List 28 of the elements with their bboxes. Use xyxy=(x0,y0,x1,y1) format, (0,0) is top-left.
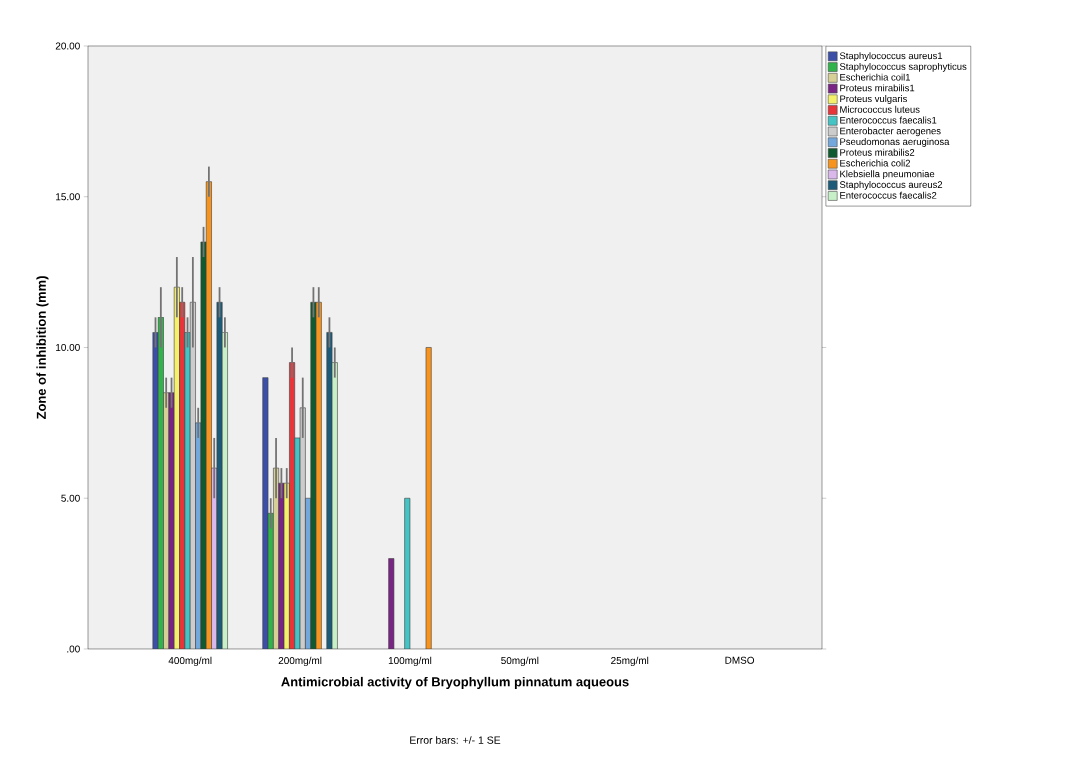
legend-label: Staphylococcus aureus2 xyxy=(839,181,943,190)
legend-label: Proteus vulgaris xyxy=(840,95,907,104)
x-tick-label: 50mg/ml xyxy=(501,656,539,667)
legend-label: Pseudomonas aeruginosa xyxy=(840,138,950,147)
legend-label: Enterobacter aerogenes xyxy=(840,127,941,137)
legend-label: Staphylococcus saprophyticus xyxy=(839,62,967,72)
x-tick-label: DMSO xyxy=(725,656,755,664)
y-tick-label: .00 xyxy=(67,645,80,653)
legend-label: Enterococcus faecalis2 xyxy=(840,191,937,199)
y-axis-title: Zone of inhibition (mm) xyxy=(36,276,49,420)
legend-label: Proteus mirabilis1 xyxy=(840,84,915,92)
legend-label: Micrococcus luteus xyxy=(840,105,920,113)
legend-label: Enterococcus faecalis1 xyxy=(840,116,937,124)
legend-label: Escherichia coil1 xyxy=(840,73,910,81)
x-tick-label: 25mg/ml xyxy=(611,656,649,667)
x-tick-label: 100mg/ml xyxy=(388,656,432,667)
x-tick-label: 200mg/ml xyxy=(278,656,322,667)
y-tick-label: 10.00 xyxy=(56,343,80,352)
y-tick-label: 5.00 xyxy=(61,494,80,502)
legend-label: Staphylococcus aureus1 xyxy=(839,52,943,61)
y-tick-label: 15.00 xyxy=(56,193,80,201)
x-axis-title: Antimicrobial activity of Bryophyllum pinnatum aqueous xyxy=(281,676,629,689)
x-tick-label: 400mg/ml xyxy=(168,656,212,667)
text: Error bars: +/- 1 SE xyxy=(410,736,501,744)
y-tick-label: 20.00 xyxy=(55,42,80,50)
legend-label: Proteus mirabilis2 xyxy=(840,148,915,156)
legend-label: Escherichia coli2 xyxy=(840,159,910,167)
legend-label: Klebsiella pneumoniae xyxy=(840,170,935,180)
